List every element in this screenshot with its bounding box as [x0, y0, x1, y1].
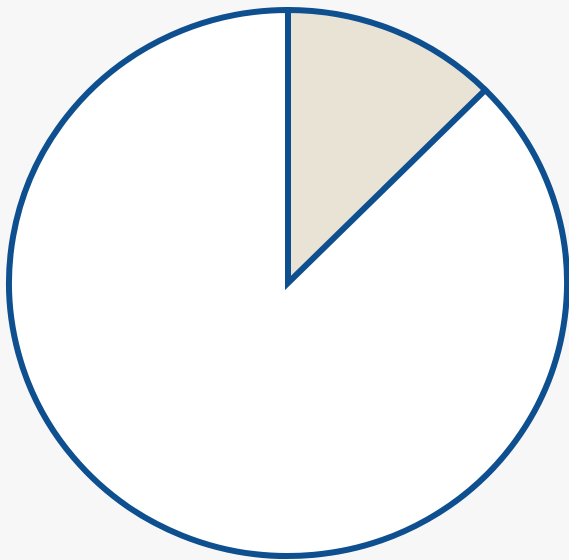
chart — [0, 0, 569, 560]
page: {"chart_data": {"type": "pie", "values":… — [0, 0, 569, 560]
pie-slice — [9, 10, 567, 556]
